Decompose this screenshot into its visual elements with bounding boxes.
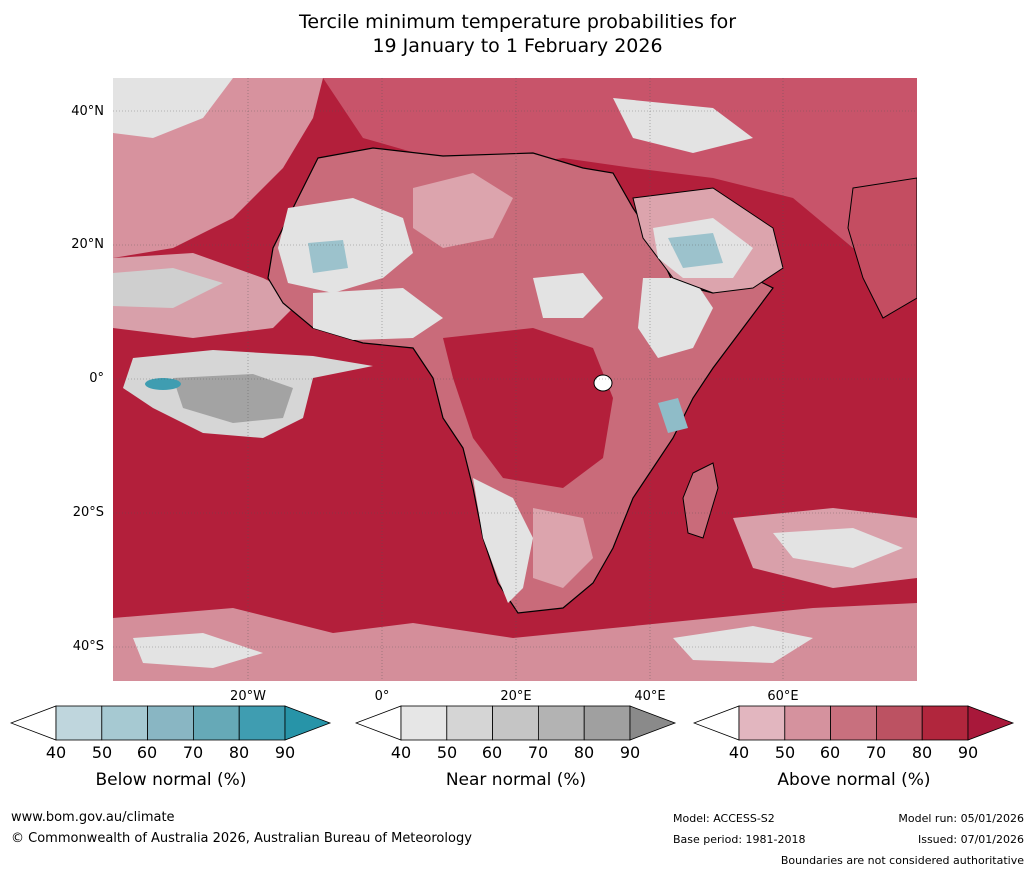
tick: 50 [91,743,113,762]
tick: 70 [527,743,549,762]
model-text: Model: ACCESS-S2 [673,812,775,825]
lat-label-20n: 20°N [71,237,104,252]
lon-label-20e: 20°E [500,689,532,704]
colorbar-segment [55,705,103,741]
gridlines [113,78,917,681]
arabia-below [668,233,723,268]
chart-title: Tercile minimum temperature probabilitie… [0,10,1035,58]
lat-label-20s: 20°S [72,505,104,520]
colorbar-segment [738,705,786,741]
equatorial-below-spot [145,378,181,390]
colorbar-segment [101,705,149,741]
title-line-2: 19 January to 1 February 2026 [372,35,663,57]
tick: 60 [481,743,503,762]
tick: 60 [819,743,841,762]
colorbar-near-normal: 40 50 60 70 80 90 Near normal (%) [354,705,677,790]
lon-label-20w: 20°W [230,689,266,704]
colorbar-extend-high [629,705,677,741]
colorbar-extend-high [284,705,332,741]
tick: 80 [911,743,933,762]
colorbar-below-caption: Below normal (%) [95,770,247,790]
colorbar-extend-high [967,705,1015,741]
colorbar-segment [400,705,448,741]
balkans-near [613,98,753,153]
lat-label-40s: 40°S [72,639,104,654]
east-africa-below [658,398,688,433]
sahel-near [313,288,443,340]
colorbar-below-normal: 40 50 60 70 80 90 Below normal (%) [9,705,332,790]
tick: 50 [436,743,458,762]
colorbar-extend-low [9,705,57,741]
colorbar-segment [446,705,494,741]
india-land [847,177,917,319]
tick: 80 [573,743,595,762]
issued-text: Issued: 07/01/2026 [917,833,1024,846]
tick: 70 [182,743,204,762]
sahara-central-pink [413,173,513,248]
colorbar-extend-low [354,705,402,741]
colorbar-segment [784,705,832,741]
tick: 90 [957,743,979,762]
colorbar-segment [147,705,194,741]
southern-ocean-pink [113,603,917,681]
lat-label-40n: 40°N [71,104,104,119]
lon-label-60e: 60°E [767,689,799,704]
europe-above-normal [323,78,917,248]
namibia-near [473,478,533,603]
colorbar-segment [875,705,923,741]
southern-ocean-near-1 [133,633,263,668]
title-line-1: Tercile minimum temperature probabilitie… [298,11,737,33]
colorbar-segment [583,705,631,741]
tick: 40 [390,743,412,762]
colorbar-near-caption: Near normal (%) [445,770,587,790]
colorbar-above-svg [692,705,1015,741]
lake-victoria [593,374,613,392]
model-run-text: Model run: 05/01/2026 [898,812,1024,825]
website-link[interactable]: www.bom.gov.au/climate [11,810,175,825]
sahara-west-near [278,198,413,293]
probability-map [113,78,917,681]
colorbar-extend-low [692,705,740,741]
ethiopia-near [638,278,713,358]
lon-label-0: 0° [374,689,390,704]
colorbar-segment [921,705,969,741]
central-africa-above [443,328,613,488]
colorbar-segment [238,705,286,741]
base-period-text: Base period: 1981-2018 [673,833,806,846]
indian-ocean-near [773,528,903,568]
colorbar-segment [537,705,585,741]
southern-ocean-near-2 [673,626,813,663]
tick: 50 [774,743,796,762]
lon-label-40e: 40°E [634,689,666,704]
colorbar-above-normal: 40 50 60 70 80 90 Above normal (%) [692,705,1015,790]
south-africa-pink [533,508,593,588]
colorbar-segment [192,705,240,741]
colorbar-segment [492,705,539,741]
tick: 70 [865,743,887,762]
tick: 40 [45,743,67,762]
disclaimer-text: Boundaries are not considered authoritat… [780,854,1024,867]
sudan-near [533,273,603,318]
madagascar-land [682,462,719,539]
map-svg [113,78,917,681]
colorbar-below-svg [9,705,332,741]
tick: 40 [728,743,750,762]
colorbar-above-caption: Above normal (%) [777,770,931,790]
tick: 60 [136,743,158,762]
lat-label-0: 0° [89,371,104,386]
tropical-atlantic-grey [113,268,223,308]
sahara-below-patch [308,240,348,273]
tick: 90 [619,743,641,762]
colorbar-near-svg [354,705,677,741]
tick: 80 [228,743,250,762]
equatorial-atlantic-dark-grey [173,374,293,423]
colorbar-segment [830,705,877,741]
tick: 90 [274,743,296,762]
copyright-text: © Commonwealth of Australia 2026, Austra… [11,831,472,846]
north-atlantic-near [113,78,233,138]
